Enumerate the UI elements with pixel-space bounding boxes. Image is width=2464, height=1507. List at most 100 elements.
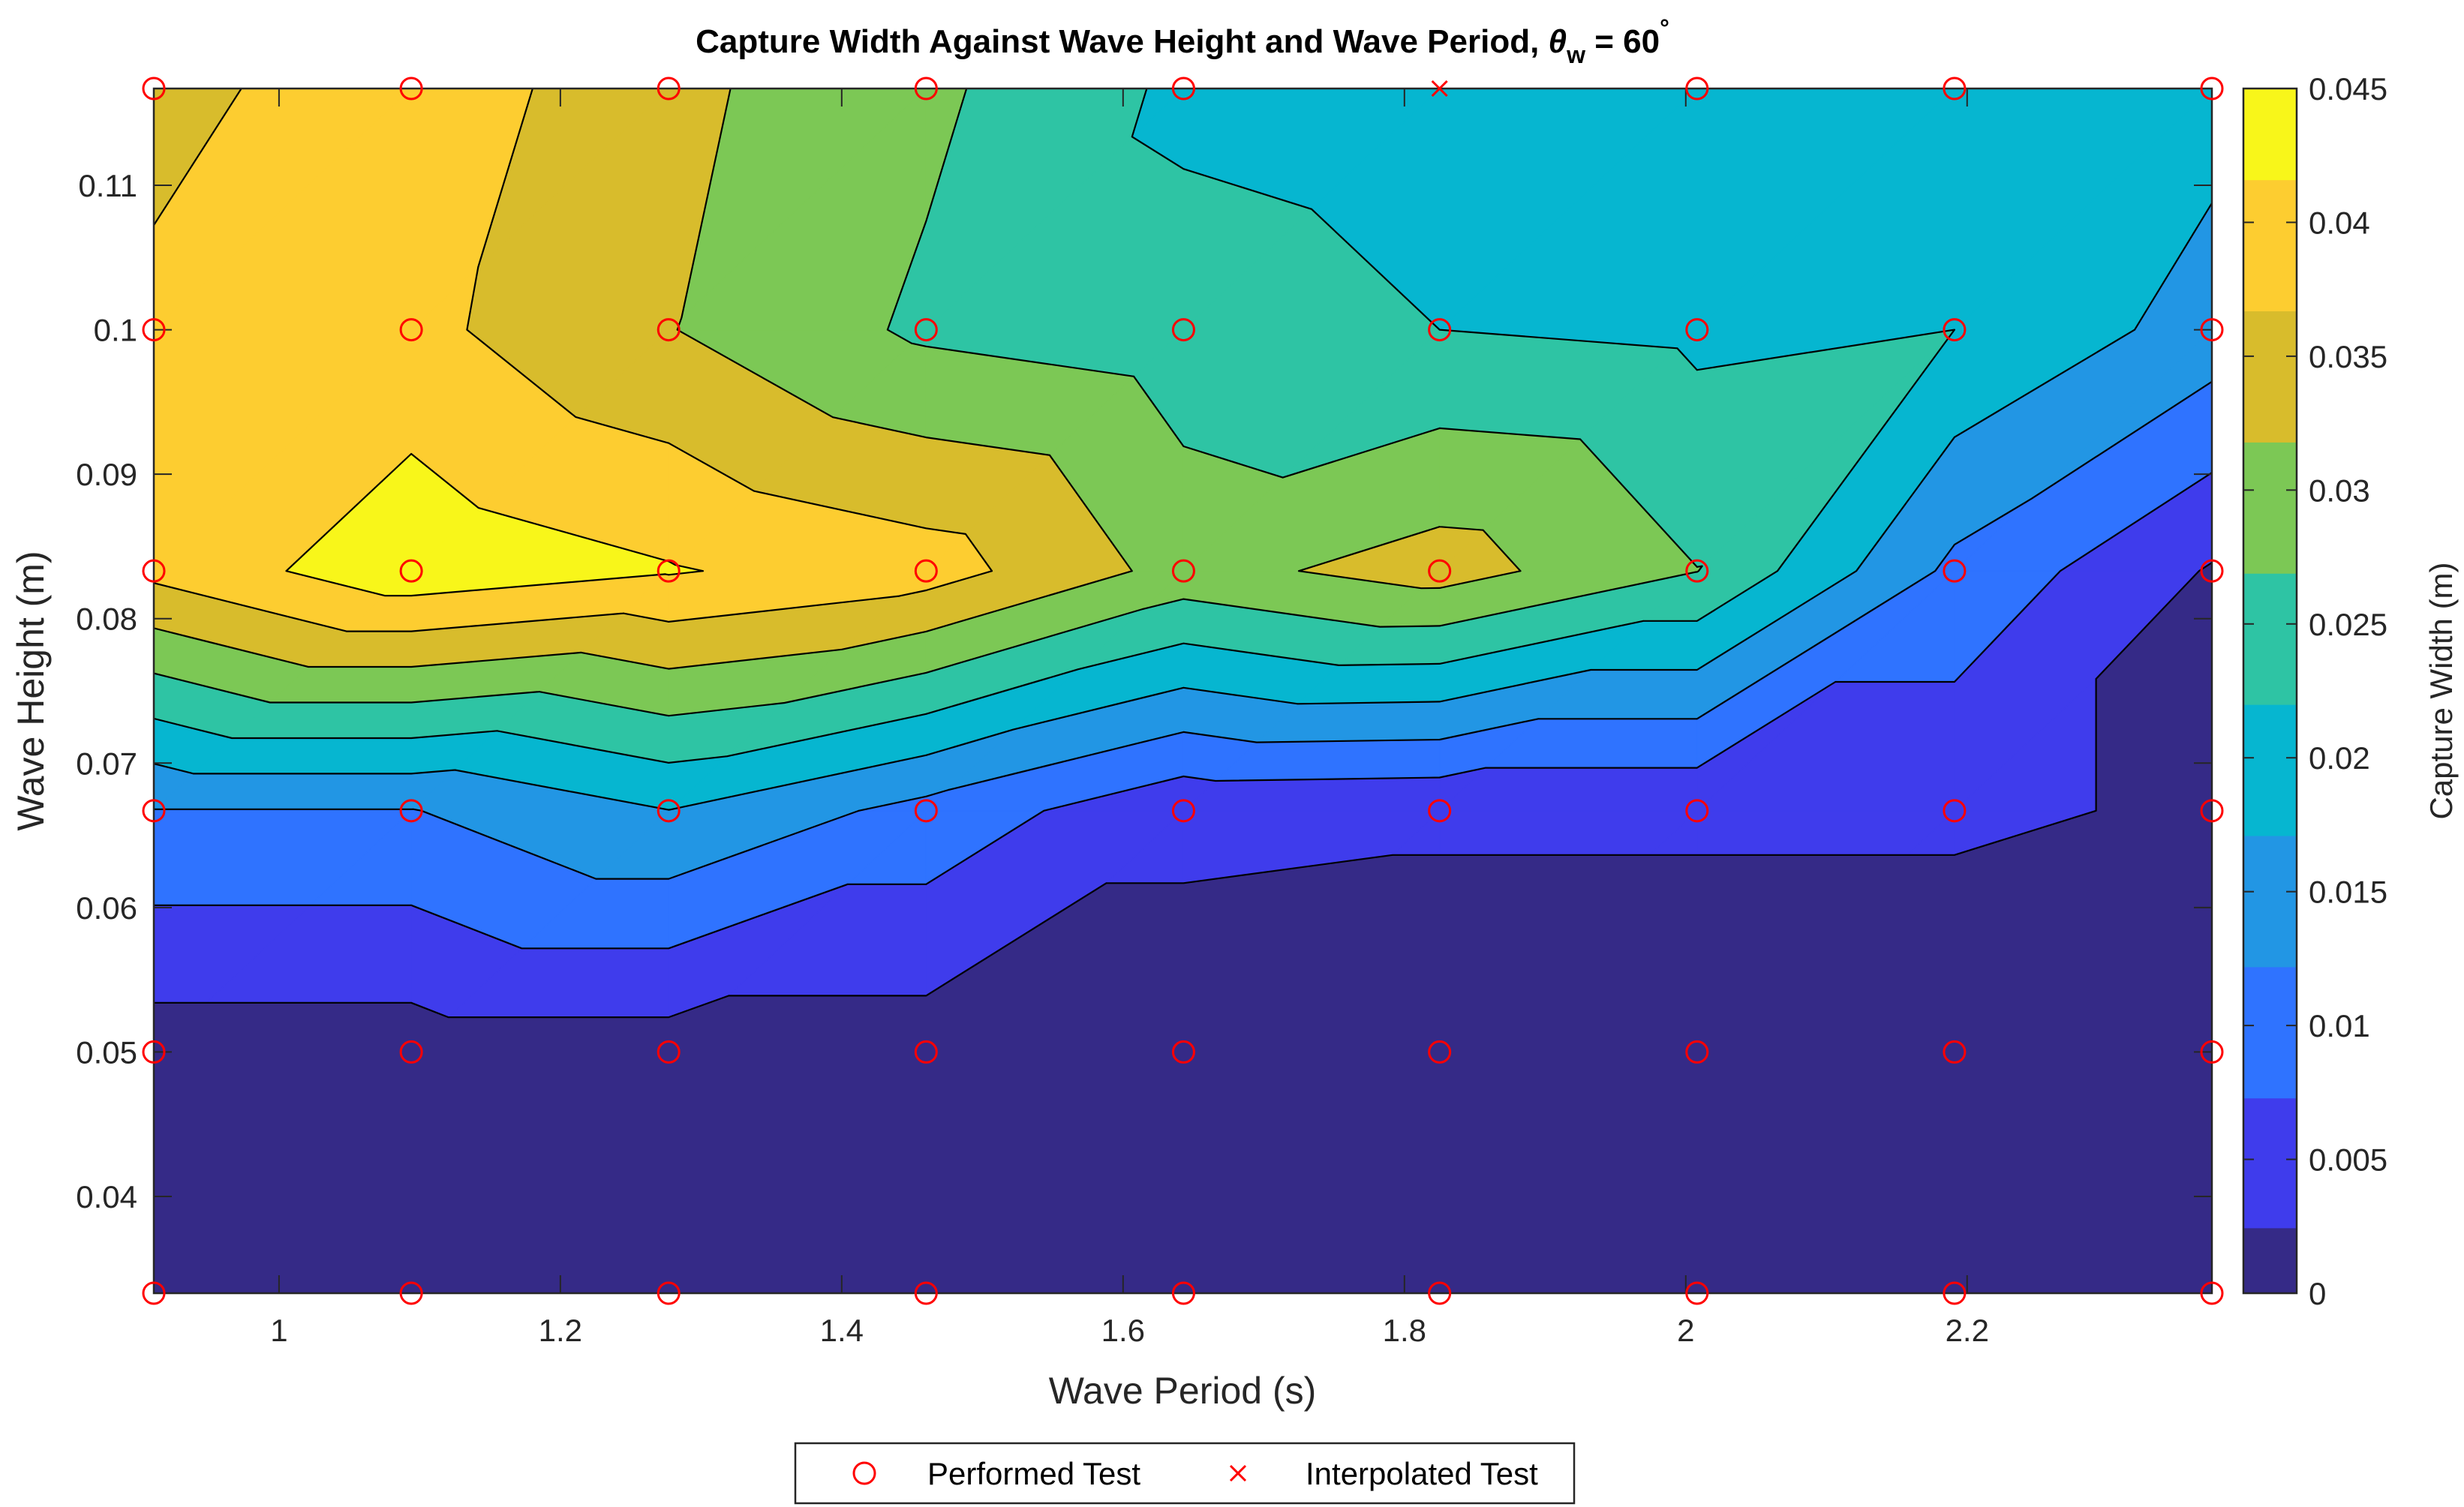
performed-test-marker <box>1428 318 1452 342</box>
colorbar-tick-label: 0.04 <box>2309 205 2370 240</box>
performed-test-marker <box>1428 799 1452 823</box>
colorbar-segment <box>2243 89 2297 181</box>
performed-test-marker <box>1685 77 1709 101</box>
performed-test-marker <box>142 1040 166 1064</box>
x-tick-label: 1.6 <box>1101 1313 1145 1348</box>
performed-test-marker <box>1685 799 1709 823</box>
performed-test-marker <box>914 318 938 342</box>
plot-area-frame <box>152 87 2213 1295</box>
colorbar-tick-label: 0.03 <box>2309 473 2370 508</box>
performed-test-marker <box>1685 1040 1709 1064</box>
performed-test-marker <box>2200 559 2224 583</box>
performed-test-marker <box>914 559 938 583</box>
contour-line-8 <box>285 452 705 597</box>
colorbar-ticks: 0 0.005 0.01 0.015 0.02 0.025 0.03 0.035 0.04 0.0… <box>2243 71 2387 1311</box>
performed-test-marker <box>1685 1281 1709 1305</box>
contour-line-1 <box>154 472 2212 950</box>
colorbar-tick-label: 0.045 <box>2309 71 2387 107</box>
x-tick-label: 1.2 <box>539 1313 582 1348</box>
performed-test-marker <box>657 799 681 823</box>
legend-box <box>794 1442 1576 1505</box>
performed-test-marker <box>657 1040 681 1064</box>
performed-test-marker <box>142 799 166 823</box>
performed-test-marker <box>1943 77 1967 101</box>
performed-test-marker <box>1171 318 1195 342</box>
performed-test-marker <box>1943 318 1967 342</box>
colorbar-segment <box>2243 704 2297 836</box>
colorbar-segment <box>2243 311 2297 443</box>
performed-test-marker <box>1428 1281 1452 1305</box>
performed-test-marker <box>399 1040 423 1064</box>
y-tick-label: 0.1 <box>94 313 137 348</box>
colorbar-tick-label: 0.02 <box>2309 740 2370 776</box>
colorbar-segment <box>2243 835 2297 968</box>
performed-test-marker <box>2200 77 2224 101</box>
contour-line-0 <box>154 561 2212 1019</box>
colorbar-frame <box>2242 87 2298 1295</box>
performed-test-marker <box>914 799 938 823</box>
y-tick-label: 0.09 <box>76 457 137 492</box>
x-tick-label: 1.4 <box>820 1313 864 1348</box>
legend: Performed Test Interpolated Test <box>794 1442 1576 1505</box>
performed-test-marker <box>142 1281 166 1305</box>
legend-interpolated-label: Interpolated Test <box>1306 1456 1538 1491</box>
x-axis-ticks: 1 1.2 1.4 1.6 1.8 2 2.2 <box>270 89 1989 1348</box>
performed-test-marker <box>2200 318 2224 342</box>
performed-test-marker <box>142 559 166 583</box>
legend-performed-marker <box>852 1461 876 1485</box>
y-tick-label: 0.05 <box>76 1034 137 1070</box>
contour-line-6 <box>154 89 1522 670</box>
y-tick-label: 0.08 <box>76 602 137 637</box>
contour-line-5 <box>154 89 1703 717</box>
colorbar-tick-label: 0 <box>2309 1276 2326 1311</box>
performed-test-marker <box>1685 559 1709 583</box>
performed-test-marker <box>657 318 681 342</box>
colorbar-label: Capture Width (m) <box>2423 562 2459 819</box>
colorbar-tick-label: 0.01 <box>2309 1008 2370 1043</box>
contour-fill <box>154 89 2212 1293</box>
performed-test-marker <box>399 559 423 583</box>
colorbar-segment <box>2243 1227 2297 1294</box>
performed-test-marker <box>399 799 423 823</box>
x-tick-label: 2.2 <box>1946 1313 1989 1348</box>
y-axis-ticks: 0.04 0.05 0.06 0.07 0.08 0.09 0.1 0.11 <box>76 168 2212 1214</box>
performed-test-marker <box>1428 1040 1452 1064</box>
test-markers <box>142 77 2224 1305</box>
y-tick-label: 0.04 <box>76 1179 137 1214</box>
performed-test-marker <box>399 77 423 101</box>
legend-performed-label: Performed Test <box>927 1456 1140 1491</box>
performed-test-marker <box>1943 1281 1967 1305</box>
performed-test-marker <box>1685 318 1709 342</box>
performed-test-marker <box>1943 559 1967 583</box>
performed-test-marker <box>1428 559 1452 583</box>
performed-test-marker <box>1171 77 1195 101</box>
performed-test-marker <box>2200 1281 2224 1305</box>
y-tick-label: 0.06 <box>76 890 137 926</box>
performed-test-marker <box>914 1281 938 1305</box>
y-tick-label: 0.07 <box>76 746 137 781</box>
performed-test-marker <box>2200 799 2224 823</box>
performed-test-marker <box>1171 1040 1195 1064</box>
chart-title: Capture Width Against Wave Height and Wa… <box>696 14 1669 68</box>
performed-test-marker <box>1171 559 1195 583</box>
performed-test-marker <box>914 77 938 101</box>
performed-test-marker <box>1943 799 1967 823</box>
performed-test-marker <box>399 318 423 342</box>
colorbar-segment <box>2243 966 2297 1099</box>
performed-test-marker <box>1171 1281 1195 1305</box>
contour-line-7 <box>154 89 993 632</box>
performed-test-marker <box>142 77 166 101</box>
performed-test-marker <box>657 1281 681 1305</box>
x-tick-label: 1 <box>270 1313 287 1348</box>
contour-line-3 <box>154 202 2212 811</box>
legend-interpolated-marker <box>1229 1464 1247 1482</box>
performed-test-marker <box>657 559 681 583</box>
interpolated-test-marker <box>1431 80 1448 98</box>
colorbar-segment <box>2243 442 2297 574</box>
colorbar-tick-label: 0.035 <box>2309 339 2387 374</box>
performed-test-marker <box>657 77 681 101</box>
performed-test-marker <box>399 1281 423 1305</box>
colorbar-tick-label: 0.025 <box>2309 607 2387 642</box>
y-axis-label: Wave Height (m) <box>10 551 52 830</box>
